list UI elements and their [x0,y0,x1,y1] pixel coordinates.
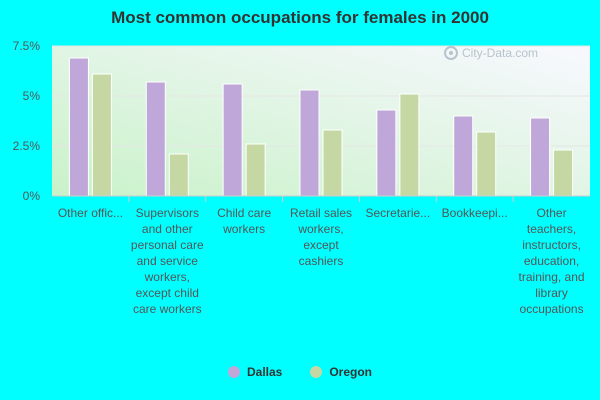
legend: Dallas Oregon [0,365,600,379]
x-tick-label: Retail sales workers, except cashiers [289,206,353,268]
bar-dallas-6[interactable] [530,117,551,197]
bar-oregon-1[interactable] [168,153,189,197]
x-tick-label: Secretarie... [365,206,431,220]
x-tick-label: Bookkeepi... [441,206,508,220]
bar-oregon-4[interactable] [399,93,420,197]
y-tick-label: 7.5% [13,39,41,53]
watermark: City-Data.com [444,46,538,60]
x-tick-label: Supervisors and other personal care and … [130,206,204,316]
bar-dallas-5[interactable] [453,115,474,197]
legend-swatch-dallas [227,366,240,378]
watermark-text: City-Data.com [462,46,538,60]
bar-dallas-1[interactable] [145,81,166,197]
legend-item-oregon: Oregon [310,365,372,379]
x-tick-label: Child care workers [217,206,272,236]
bar-oregon-6[interactable] [553,149,574,197]
x-axis-ticks [128,196,514,202]
bar-dallas-4[interactable] [376,109,397,197]
plot-area [52,46,590,196]
bar-oregon-0[interactable] [91,73,112,197]
legend-swatch-oregon [310,366,323,378]
bars [68,57,574,197]
x-tick-label: Other teachers, instructors, education, … [518,206,585,316]
gridlines [52,45,590,147]
y-tick-label: 0% [23,189,41,203]
bar-dallas-0[interactable] [68,57,89,197]
y-tick-label: 5% [23,89,41,103]
chart-title: Most common occupations for females in 2… [111,8,489,27]
bar-oregon-3[interactable] [322,129,343,197]
legend-label-oregon: Oregon [329,365,373,379]
bar-dallas-2[interactable] [222,83,243,197]
bar-dallas-3[interactable] [299,89,320,197]
legend-label-dallas: Dallas [246,365,283,379]
bar-oregon-2[interactable] [245,143,266,197]
bar-oregon-5[interactable] [476,131,497,197]
legend-item-dallas: Dallas [227,365,283,379]
y-tick-label: 2.5% [13,139,41,153]
y-axis-ticks: 0% 2.5% 5% 7.5% [13,39,41,203]
x-tick-label: Other offic... [57,206,123,220]
